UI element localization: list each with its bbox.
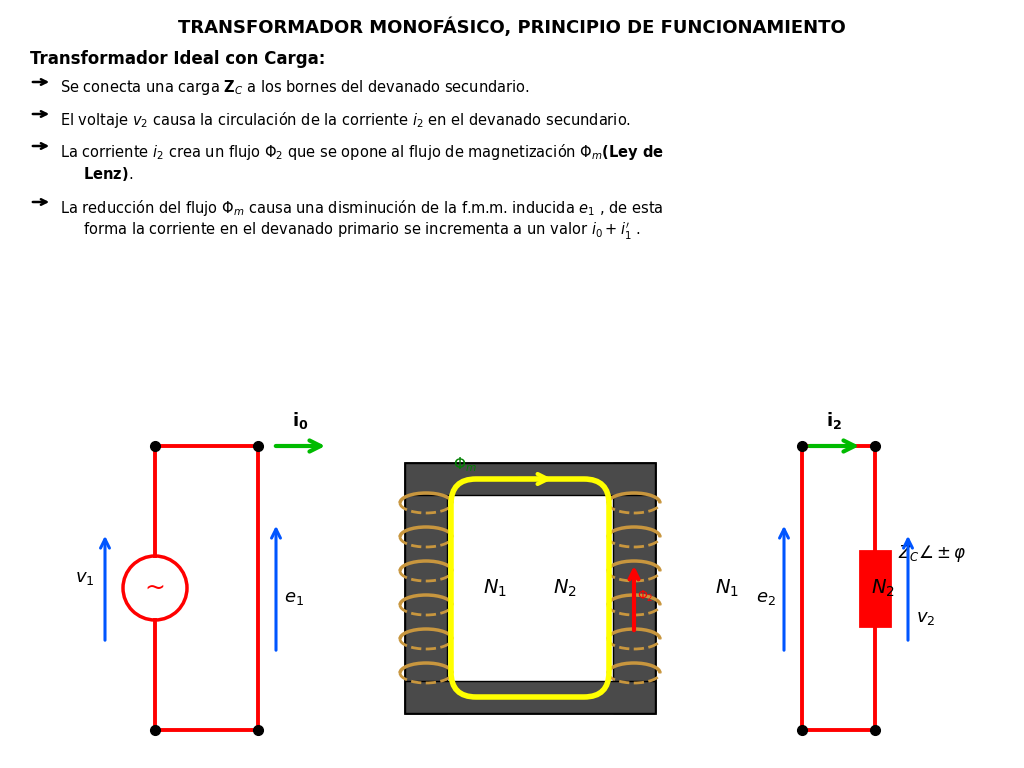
Bar bbox=[406, 463, 655, 713]
Text: $v_2$: $v_2$ bbox=[916, 609, 935, 627]
Text: $e_1$: $e_1$ bbox=[284, 589, 304, 607]
Text: La reducción del flujo $\Phi_m$ causa una disminución de la f.m.m. inducida $e_1: La reducción del flujo $\Phi_m$ causa un… bbox=[60, 198, 664, 242]
Text: TRANSFORMADOR MONOFÁSICO, PRINCIPIO DE FUNCIONAMIENTO: TRANSFORMADOR MONOFÁSICO, PRINCIPIO DE F… bbox=[178, 18, 846, 38]
Text: Transformador Ideal con Carga:: Transformador Ideal con Carga: bbox=[30, 50, 326, 68]
Bar bbox=[613, 463, 655, 713]
Text: $N_2$: $N_2$ bbox=[871, 578, 895, 598]
Text: $\Phi_2$: $\Phi_2$ bbox=[637, 588, 653, 604]
Text: ~: ~ bbox=[144, 576, 166, 600]
Text: $\Phi_m$: $\Phi_m$ bbox=[453, 455, 477, 474]
Text: $N_1$: $N_1$ bbox=[715, 578, 739, 598]
Bar bbox=[406, 463, 655, 495]
Bar bbox=[860, 551, 890, 625]
Bar bbox=[406, 463, 447, 713]
Text: $Z_C\angle \pm \varphi$: $Z_C\angle \pm \varphi$ bbox=[898, 542, 967, 564]
Text: $v_1$: $v_1$ bbox=[76, 569, 95, 587]
Text: El voltaje $v_2$ causa la circulación de la corriente $i_2$ en el devanado secun: El voltaje $v_2$ causa la circulación de… bbox=[60, 110, 631, 130]
Text: $N_2$: $N_2$ bbox=[553, 578, 577, 598]
Bar bbox=[447, 495, 613, 681]
Text: $\mathbf{i_2}$: $\mathbf{i_2}$ bbox=[826, 410, 843, 431]
Text: $\mathbf{i_0}$: $\mathbf{i_0}$ bbox=[292, 410, 309, 431]
Text: $N_1$: $N_1$ bbox=[483, 578, 507, 598]
Text: Se conecta una carga $\mathbf{Z}_C$ a los bornes del devanado secundario.: Se conecta una carga $\mathbf{Z}_C$ a lo… bbox=[60, 78, 529, 97]
Text: $e_2$: $e_2$ bbox=[756, 589, 776, 607]
Text: La corriente $i_2$ crea un flujo $\Phi_2$ que se opone al flujo de magnetización: La corriente $i_2$ crea un flujo $\Phi_2… bbox=[60, 142, 664, 183]
Bar bbox=[406, 681, 655, 713]
